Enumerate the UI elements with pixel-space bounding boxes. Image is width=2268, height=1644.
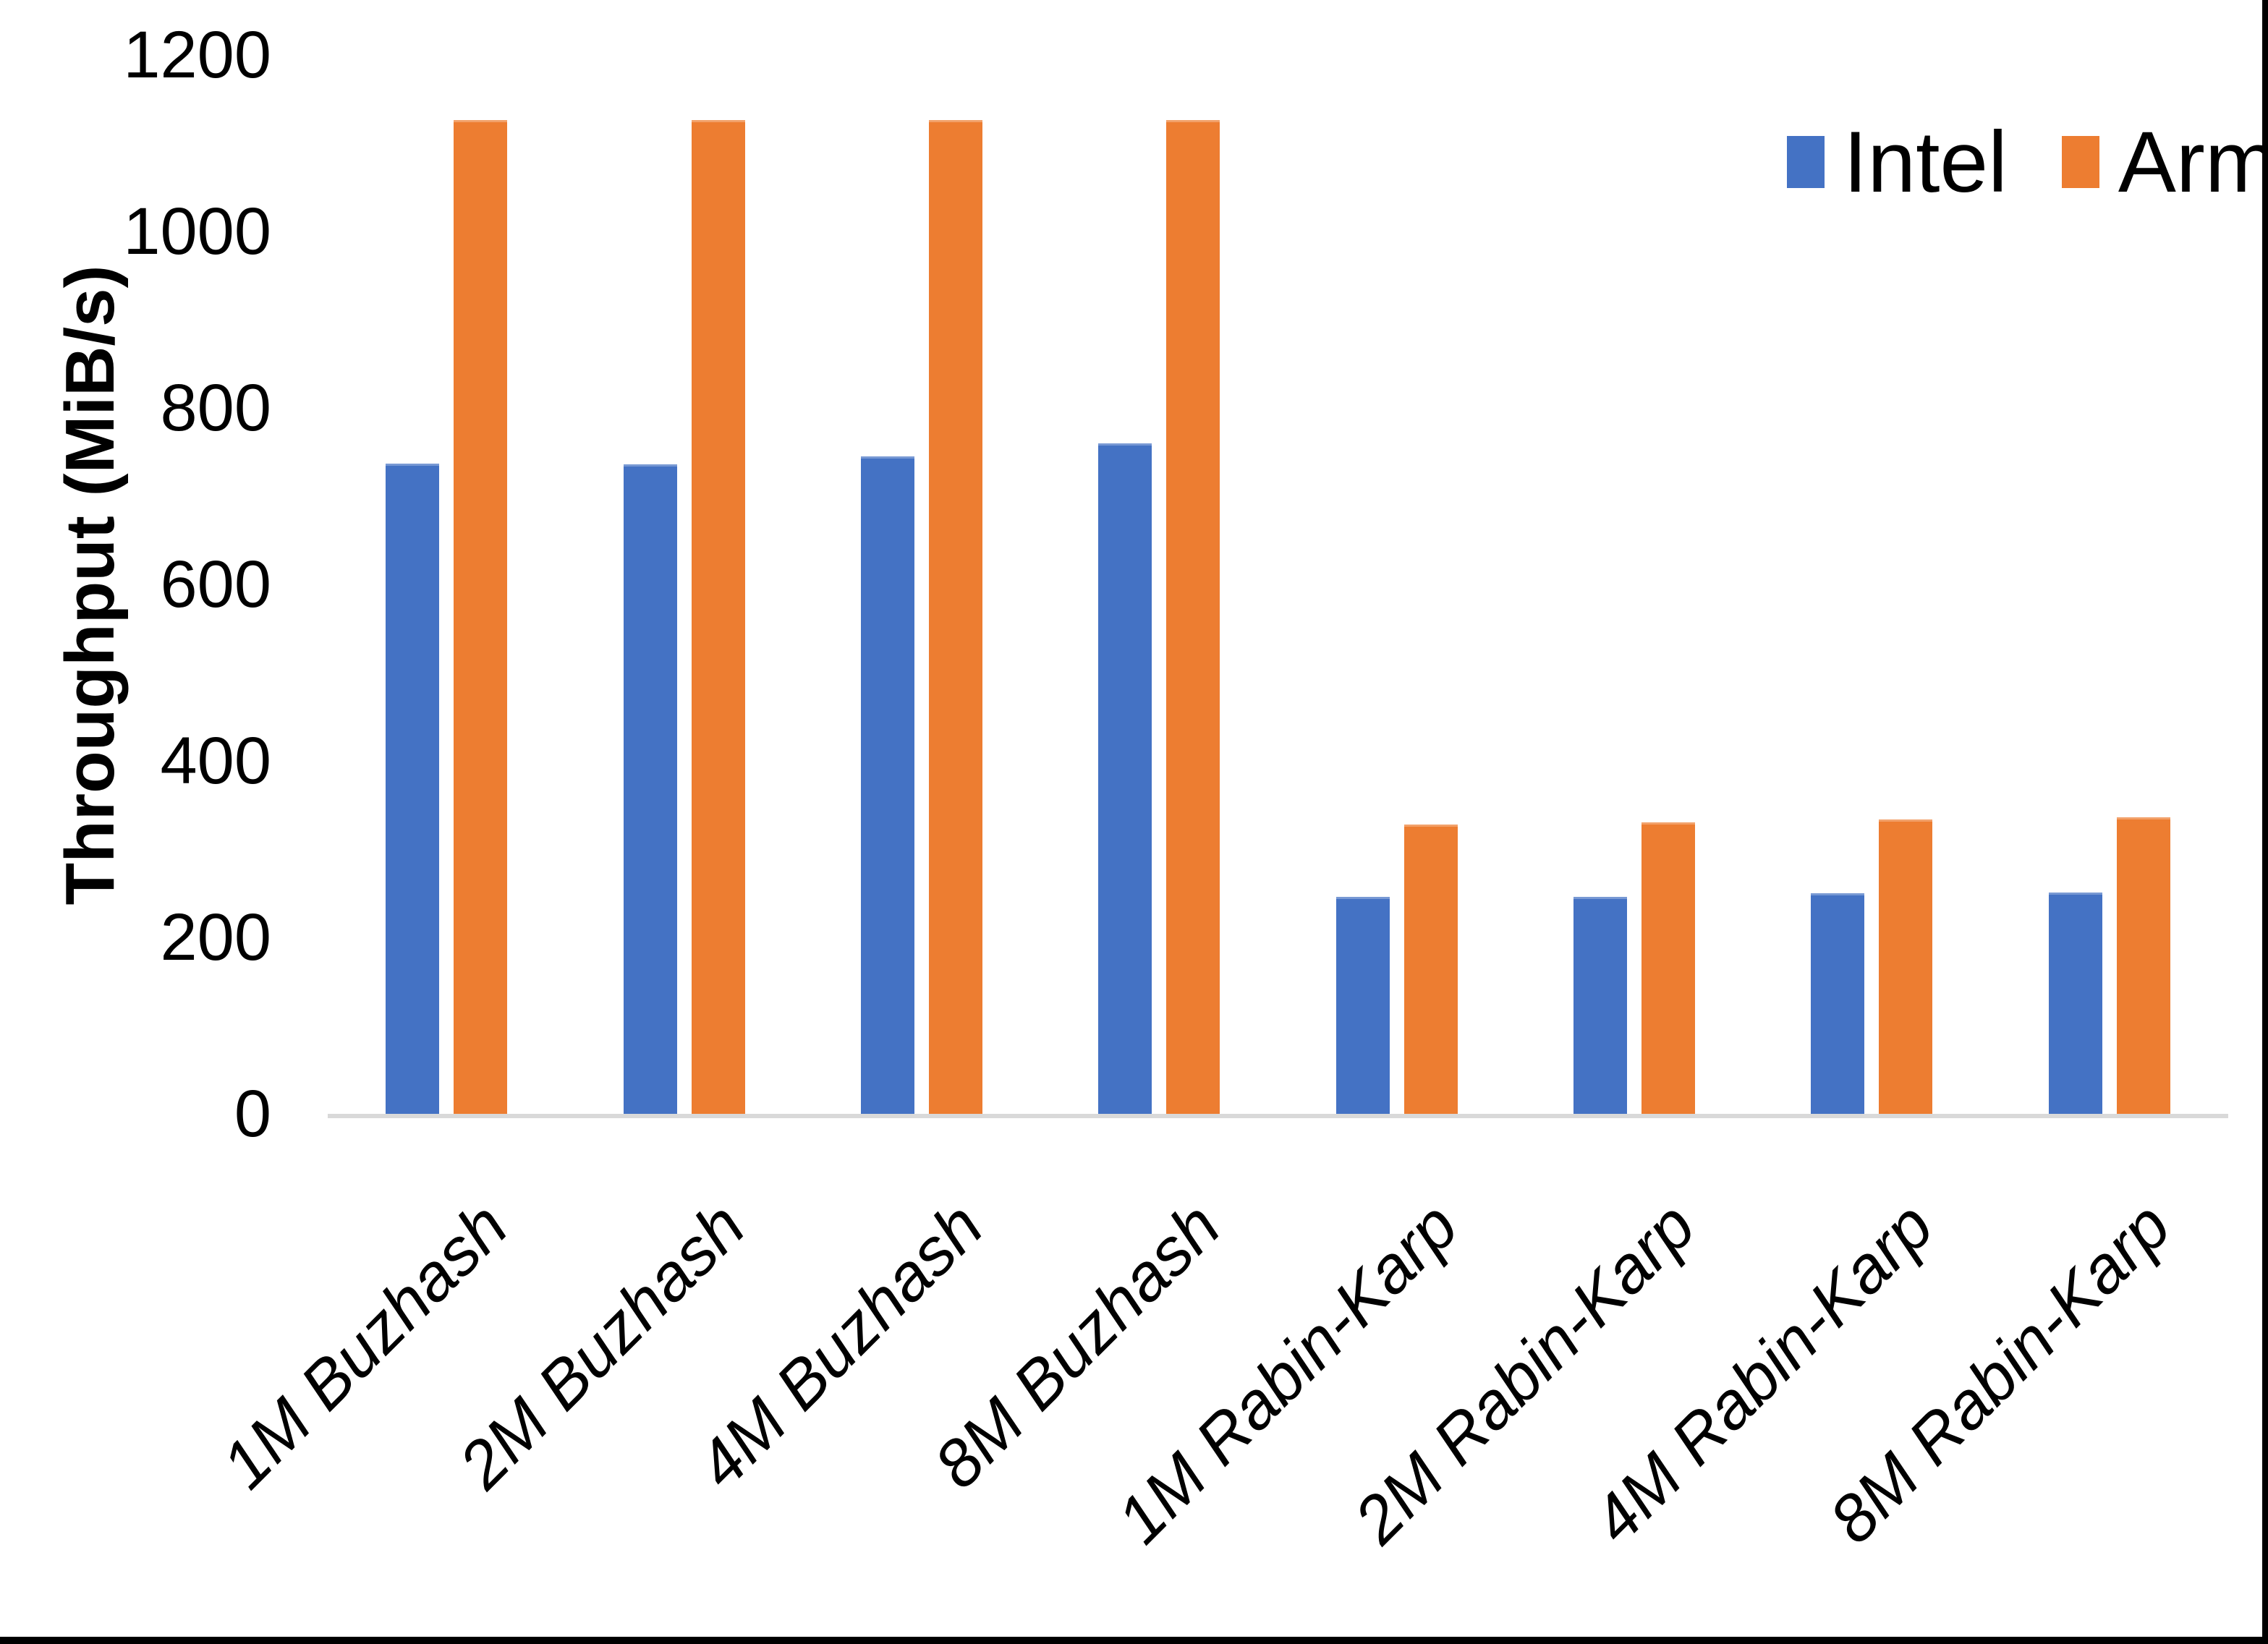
bar-intel-8m-rabin-karp [2049,893,2102,1114]
bar-arm-2m-buzhash [692,120,745,1114]
y-tick-label-0: 0 [234,1077,271,1151]
y-tick-label-1200: 1200 [123,18,271,92]
legend-swatch-arm [2061,136,2099,188]
bar-arm-1m-buzhash [454,120,507,1114]
bar-intel-4m-buzhash [861,456,914,1114]
y-tick-label-800: 800 [160,371,272,445]
frame-border-right [2262,0,2268,1644]
legend-label-intel: Intel [1843,114,2008,210]
bar-arm-1m-rabin-karp [1404,825,1458,1114]
bar-arm-2m-rabin-karp [1641,822,1695,1114]
y-tick-label-400: 400 [160,724,272,798]
bar-intel-2m-buzhash [624,464,677,1114]
bar-arm-8m-buzhash [1166,120,1220,1114]
y-tick-label-200: 200 [160,900,272,974]
legend-label-arm: Arm [2118,114,2268,210]
bar-arm-8m-rabin-karp [2117,817,2170,1114]
legend-item-arm: Arm [2061,114,2268,210]
y-axis-title: Throughput (MiB/s) [51,265,129,906]
bar-arm-4m-buzhash [929,120,982,1114]
bar-intel-1m-buzhash [386,464,439,1114]
y-tick-label-600: 600 [160,548,272,621]
bar-intel-4m-rabin-karp [1811,893,1864,1114]
legend-swatch-intel [1787,136,1825,188]
frame-border-bottom [0,1637,2268,1644]
legend: Intel Arm [1787,119,2268,205]
x-axis-line [328,1114,2228,1118]
bar-arm-4m-rabin-karp [1879,819,1932,1114]
bar-intel-1m-rabin-karp [1336,897,1390,1114]
bar-intel-8m-buzhash [1098,443,1152,1114]
y-tick-label-1000: 1000 [123,195,271,268]
legend-item-intel: Intel [1787,119,2008,205]
bar-intel-2m-rabin-karp [1573,897,1627,1114]
